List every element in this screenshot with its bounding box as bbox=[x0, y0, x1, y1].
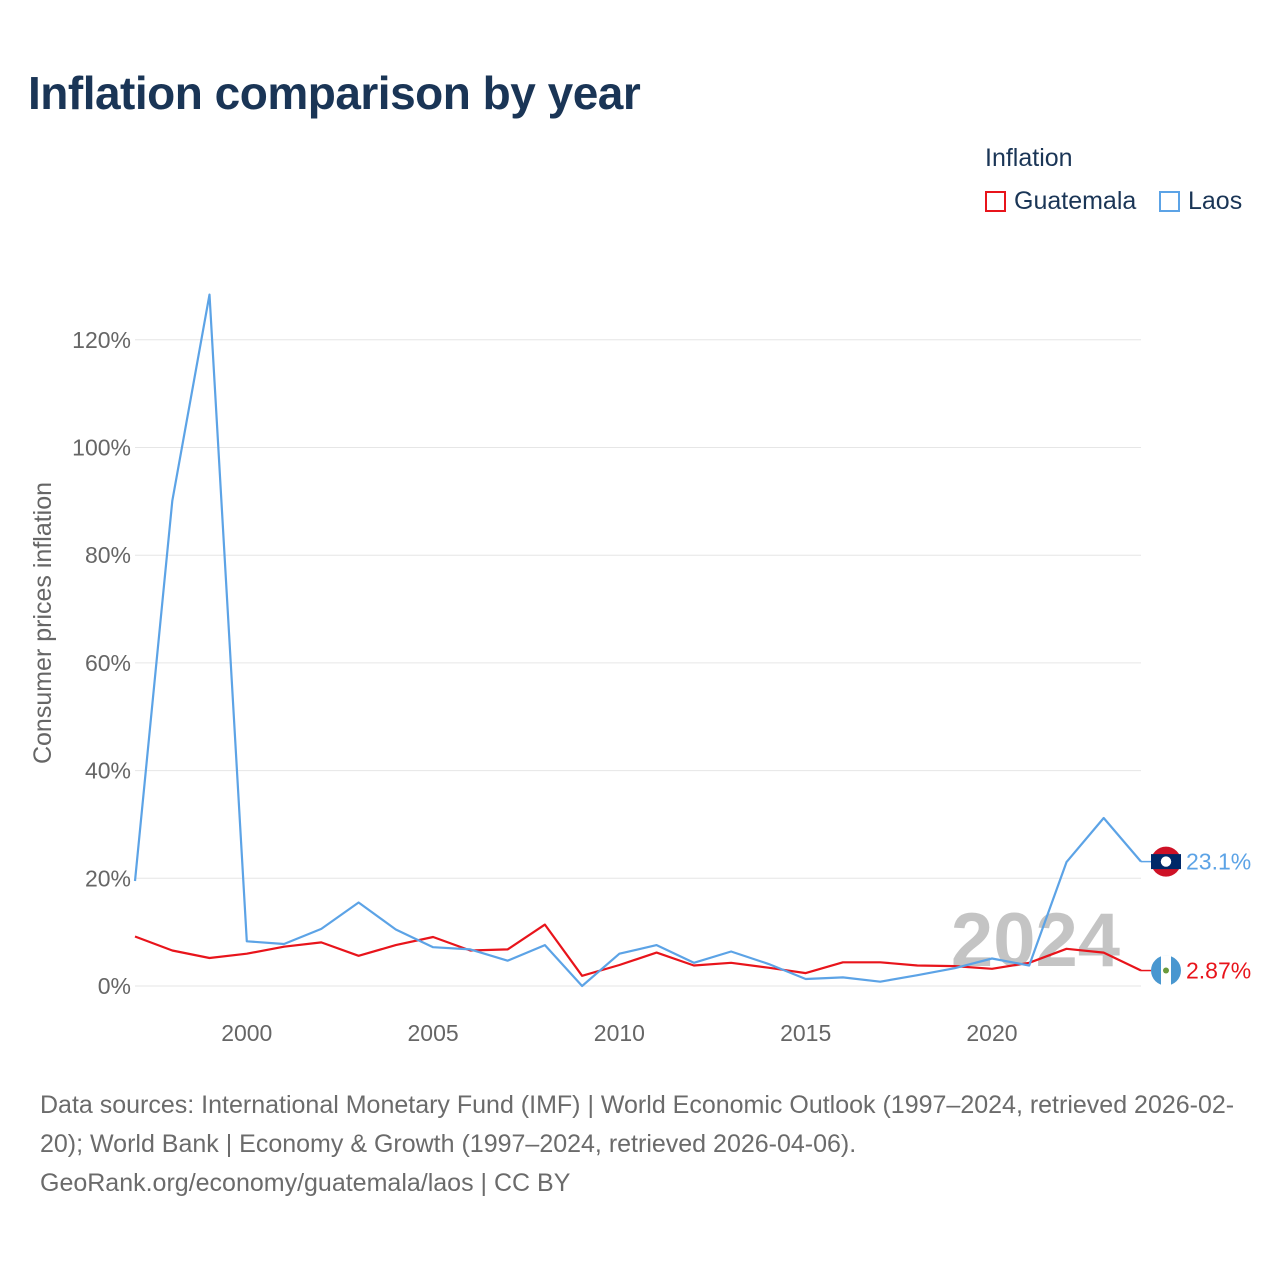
y-tick-label: 0% bbox=[98, 973, 131, 999]
x-tick-label: 2010 bbox=[594, 1020, 645, 1046]
y-tick-label: 20% bbox=[85, 865, 131, 891]
series-line-laos bbox=[133, 293, 1142, 988]
end-labels: 2.87% 23.1% bbox=[1141, 846, 1251, 986]
legend-label-laos: Laos bbox=[1188, 186, 1243, 215]
legend-swatch-guatemala bbox=[985, 190, 1006, 212]
y-tick-label: 80% bbox=[85, 542, 131, 568]
chart-title: Inflation comparison by year bbox=[28, 67, 641, 119]
legend-swatch-laos bbox=[1159, 190, 1180, 212]
x-tick-label: 2000 bbox=[221, 1020, 272, 1046]
y-tick-label: 60% bbox=[85, 650, 131, 676]
legend-item-guatemala[interactable]: Guatemala bbox=[985, 186, 1136, 216]
y-tick-label: 100% bbox=[72, 435, 131, 461]
x-tick-label: 2020 bbox=[966, 1020, 1017, 1046]
end-value-label-guatemala: 2.87% bbox=[1186, 958, 1251, 984]
x-tick-label: 2005 bbox=[407, 1020, 458, 1046]
y-axis-title: Consumer prices inflation bbox=[29, 482, 57, 764]
gridlines bbox=[135, 339, 1141, 987]
axes: 0% 20% 40% 60% 80% 100% 120% 2000 2005 2010 2015 20… bbox=[29, 327, 1018, 1046]
y-tick-label: 120% bbox=[72, 327, 131, 353]
legend-title: Inflation bbox=[985, 144, 1073, 172]
legend-item-laos[interactable]: Laos bbox=[1159, 186, 1242, 216]
current-year-watermark: 2024 bbox=[951, 898, 1120, 983]
x-tick-label: 2015 bbox=[780, 1020, 831, 1046]
series-line-guatemala bbox=[134, 923, 1142, 977]
guatemala-flag-emblem bbox=[1163, 967, 1169, 974]
source-note: Data sources: International Monetary Fun… bbox=[40, 1091, 1235, 1197]
laos-flag-disc bbox=[1160, 856, 1172, 867]
legend-label-guatemala: Guatemala bbox=[1014, 186, 1137, 215]
end-value-label-laos: 23.1% bbox=[1186, 849, 1251, 875]
series-lines bbox=[133, 293, 1142, 988]
y-tick-label: 40% bbox=[85, 758, 131, 784]
